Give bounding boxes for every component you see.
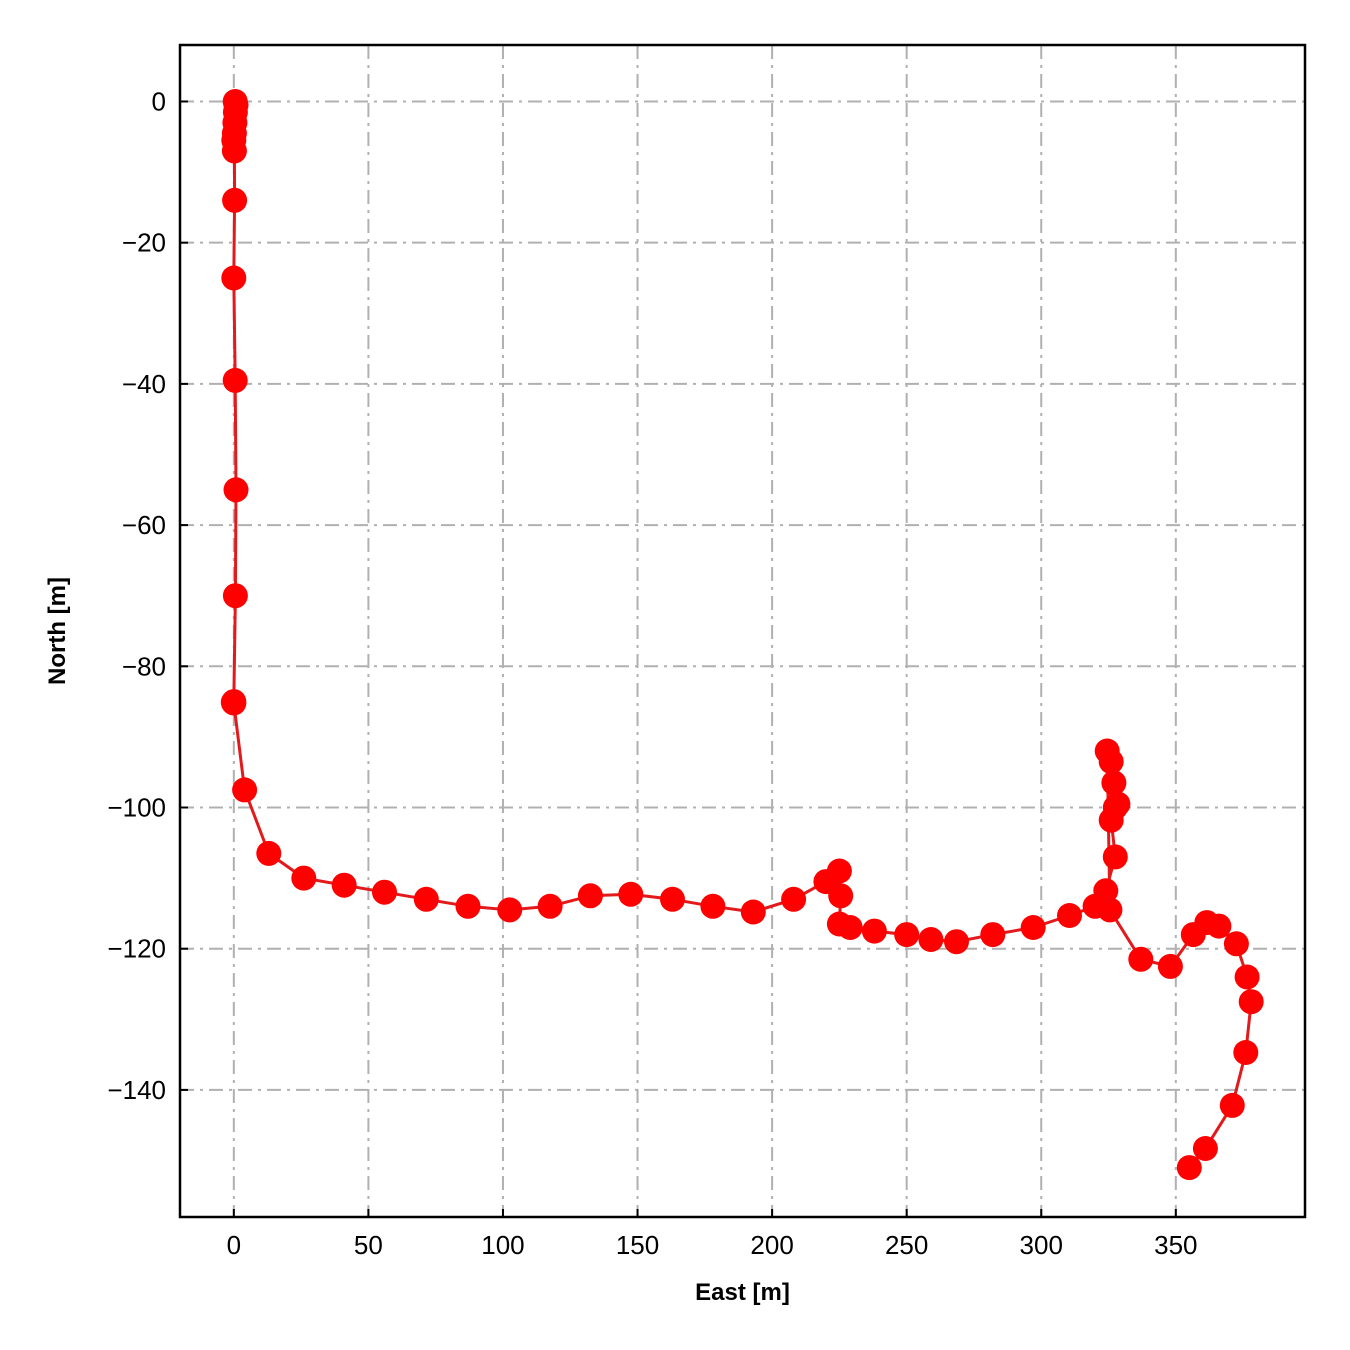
- y-tick-label: −80: [122, 651, 166, 681]
- data-point: [221, 690, 247, 716]
- data-point: [1206, 913, 1232, 939]
- data-point: [222, 367, 248, 393]
- x-tick-label: 300: [1020, 1230, 1063, 1260]
- data-point: [413, 886, 439, 912]
- data-point: [861, 918, 887, 944]
- data-point: [222, 187, 248, 213]
- y-tick-label: −140: [107, 1075, 166, 1105]
- data-point: [223, 477, 249, 503]
- data-point: [781, 886, 807, 912]
- y-axis-label: North [m]: [44, 577, 71, 685]
- x-tick-label: 50: [354, 1230, 383, 1260]
- data-point: [944, 929, 969, 955]
- data-point: [918, 927, 944, 952]
- data-point: [291, 865, 317, 891]
- data-point: [837, 915, 863, 940]
- data-point: [826, 858, 852, 884]
- plot-frame: [178, 43, 1307, 1219]
- x-tick-label: 150: [616, 1230, 659, 1260]
- y-tick-label: −20: [122, 228, 166, 258]
- data-point: [372, 879, 397, 905]
- data-point: [1192, 1136, 1218, 1161]
- x-axis-label: East [m]: [695, 1279, 790, 1306]
- data-point: [1102, 844, 1128, 870]
- data-point: [618, 881, 644, 907]
- data-point: [1233, 1040, 1259, 1065]
- data-point: [1097, 897, 1123, 923]
- data-point: [1020, 915, 1046, 940]
- data-point: [537, 893, 563, 919]
- data-point: [256, 840, 282, 866]
- data-point: [1157, 953, 1183, 979]
- data-point: [331, 872, 357, 898]
- data-point: [980, 922, 1006, 948]
- x-tick-label: 100: [481, 1230, 524, 1260]
- data-point: [1101, 770, 1127, 796]
- y-tick-label: 0: [152, 86, 166, 116]
- data-point: [222, 583, 248, 609]
- axis-ticks: 0 50 100 150 200 250 300 350 0 −20 −40 −60 −80 −100 −1…: [107, 86, 1197, 1260]
- data-point: [221, 138, 247, 164]
- data-point: [894, 922, 920, 948]
- data-point: [660, 886, 685, 912]
- y-tick-label: −60: [122, 510, 166, 540]
- data-point: [1219, 1092, 1245, 1118]
- data-point: [700, 893, 726, 919]
- data-point: [232, 777, 258, 803]
- x-tick-label: 350: [1154, 1230, 1197, 1260]
- y-tick-label: −40: [122, 369, 166, 399]
- data-point: [1238, 989, 1264, 1015]
- data-point: [497, 897, 523, 923]
- y-tick-label: −120: [107, 934, 166, 964]
- x-tick-label: 200: [750, 1230, 793, 1260]
- data-point: [455, 893, 481, 919]
- data-point: [1094, 738, 1120, 764]
- data-point: [1234, 964, 1260, 990]
- data-point: [1176, 1155, 1202, 1181]
- data-point: [221, 265, 247, 291]
- data-point: [577, 883, 603, 909]
- data-point: [740, 899, 766, 925]
- data-point: [1128, 946, 1154, 972]
- x-tick-label: 250: [885, 1230, 928, 1260]
- data-point: [1105, 791, 1131, 817]
- x-tick-label: 0: [227, 1230, 241, 1260]
- data-point: [1057, 903, 1082, 928]
- data-point: [828, 883, 854, 909]
- data-point: [1223, 931, 1249, 957]
- plot-area: [220, 89, 1264, 1181]
- data-point: [1093, 878, 1119, 904]
- y-tick-label: −100: [107, 793, 166, 823]
